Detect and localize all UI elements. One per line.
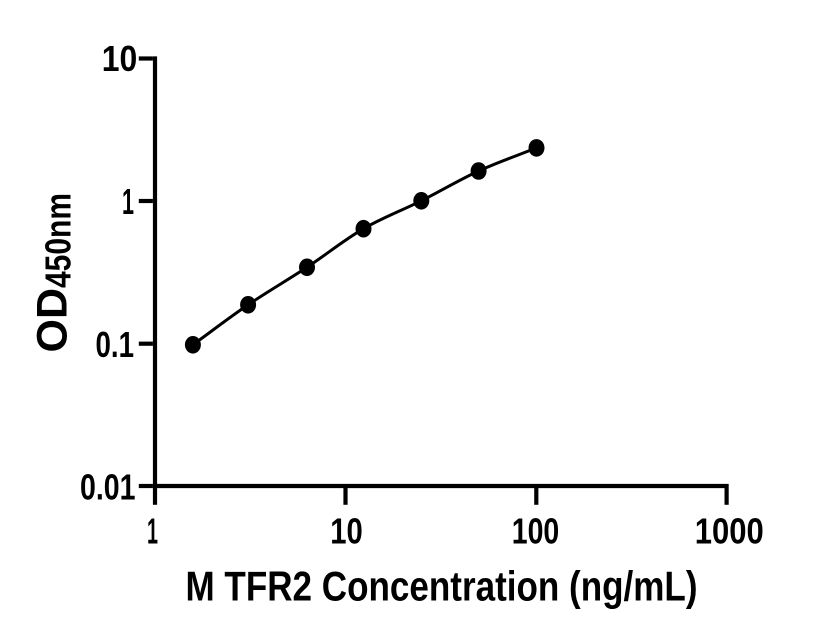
svg-text:1: 1 (122, 181, 134, 222)
svg-text:1000: 1000 (695, 511, 764, 552)
svg-text:10: 10 (102, 38, 138, 79)
svg-text:10: 10 (330, 511, 363, 552)
svg-text:0.1: 0.1 (96, 324, 135, 365)
svg-text:0.01: 0.01 (80, 467, 136, 508)
svg-text:100: 100 (512, 511, 560, 552)
svg-text:OD450nm: OD450nm (28, 193, 78, 353)
svg-text:M TFR2 Concentration (ng/mL): M TFR2 Concentration (ng/mL) (186, 562, 698, 609)
svg-text:1: 1 (147, 511, 158, 552)
